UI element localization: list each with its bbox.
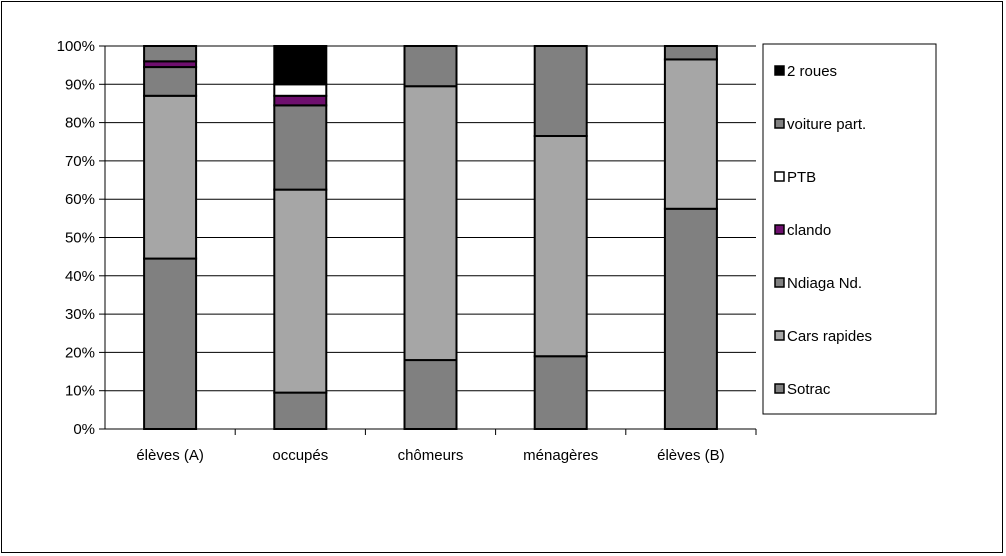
y-tick-label: 10% [65,383,95,400]
bar-segment-clando [273,94,328,107]
x-tick-label: élèves (A) [136,447,204,464]
legend-item-sotrac: Sotrac [774,381,831,398]
y-tick-label: 90% [65,76,95,93]
legend-box [762,43,937,415]
y-tick-label: 30% [65,306,95,323]
legend-swatch [774,383,785,394]
legend-label: Sotrac [787,381,831,398]
legend-label: PTB [787,169,816,186]
legend-swatch [774,118,785,129]
y-tick-labels: 0% 10% 20% 30% 40% 50% 60% 70% 80% 90% 100% [57,38,95,438]
bar-segment-cars-rapides [273,188,328,394]
x-tick-label: élèves (B) [657,447,725,464]
legend-item-voiture-part: voiture part. [774,116,866,133]
bar-segment-cars-rapides [143,94,198,260]
bars [143,45,757,435]
bar-segment-voiture-part [143,45,198,63]
bar-segment-ndiaga-nd [663,45,718,61]
y-tick-label: 20% [65,344,95,361]
legend-item-2-roues: 2 roues [774,63,837,80]
bar-segment-sotrac [273,391,328,430]
bar-segment-cars-rapides [663,58,718,210]
legend: 2 roues voiture part. PTB clando Ndiaga Nd. C… [762,43,937,415]
legend-swatch [774,171,785,182]
y-tick-label: 50% [65,230,95,247]
bar-segment-ndiaga-nd [403,45,458,88]
bar-segment-sotrac [533,355,588,431]
bar-stack-occupes [273,45,328,430]
bar-segment-ndiaga-nd [143,66,198,97]
x-tick-labels: élèves (A) occupés chômeurs ménagères élèves… [136,447,724,464]
legend-item-ndiaga-nd: Ndiaga Nd. [774,275,862,292]
x-tick-label: occupés [272,447,328,464]
bar-segment-sotrac [143,257,198,430]
legend-item-ptb: PTB [774,169,816,186]
legend-swatch [774,65,785,76]
bar-stack-menageres [533,45,588,431]
bar-stack-eleves-b [663,45,718,430]
bar-segment-cars-rapides [533,135,588,358]
axes [104,46,756,430]
y-tick-label: 80% [65,115,95,132]
bar-stack-chomeurs [403,45,458,430]
bar-segment-ndiaga-nd [533,45,588,138]
legend-label: 2 roues [787,63,837,80]
x-tick-label: chômeurs [398,447,464,464]
bar-segment-sotrac [403,359,458,430]
x-tick-label: ménagères [523,447,598,464]
legend-item-cars-rapides: Cars rapides [774,328,872,345]
bar-segment-sotrac [663,207,718,430]
legend-label: Ndiaga Nd. [787,275,862,292]
legend-label: clando [787,222,831,239]
bar-segment-2-roues [273,45,328,86]
legend-swatch [774,277,785,288]
legend-label: Cars rapides [787,328,872,345]
y-tick-label: 0% [73,421,95,438]
legend-item-clando: clando [774,222,831,239]
y-tick-label: 100% [57,38,95,55]
y-tick-label: 60% [65,191,95,208]
y-tick-label: 40% [65,268,95,285]
bar-segment-ndiaga-nd [273,104,328,191]
legend-label: voiture part. [787,116,866,133]
bar-segment-cars-rapides [403,85,458,362]
bar-stack-eleves-a [143,45,198,430]
bar-segment-ptb [273,83,328,97]
y-tick-label: 70% [65,153,95,170]
legend-swatch [774,224,785,235]
legend-swatch [774,330,785,341]
